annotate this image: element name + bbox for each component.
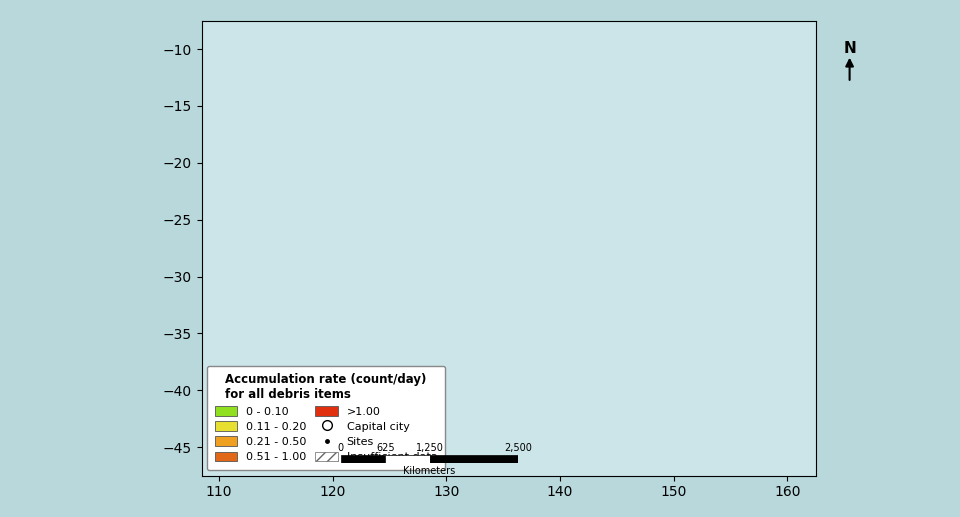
Bar: [385, 455, 430, 463]
Text: 0: 0: [338, 443, 344, 453]
Text: 1,250: 1,250: [416, 443, 444, 453]
Bar: [341, 455, 385, 463]
Text: 625: 625: [376, 443, 395, 453]
Text: N: N: [843, 41, 856, 56]
Legend: 0 - 0.10, 0.11 - 0.20, 0.21 - 0.50, 0.51 - 1.00, >1.00, Capital city, Sites, Ins: 0 - 0.10, 0.11 - 0.20, 0.21 - 0.50, 0.51…: [207, 366, 445, 470]
Bar: [430, 455, 518, 463]
Text: 2,500: 2,500: [504, 443, 533, 453]
Text: Kilometers: Kilometers: [403, 466, 456, 476]
